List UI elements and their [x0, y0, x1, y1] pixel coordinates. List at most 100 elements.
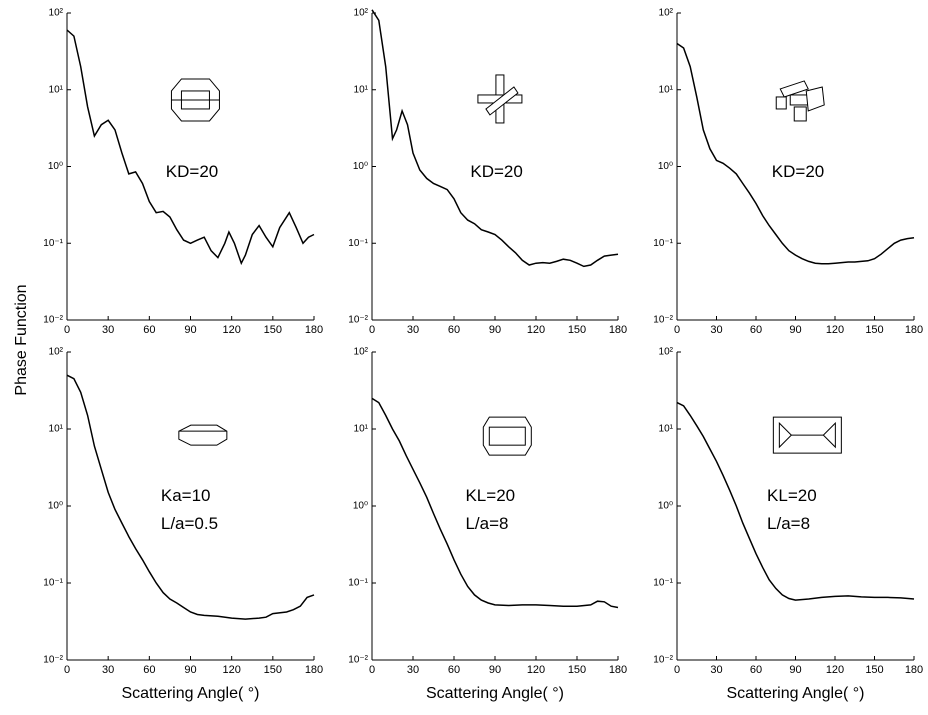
x-tick-label: 60: [448, 324, 460, 336]
icon-shape: [485, 86, 519, 116]
x-axis-label: Scattering Angle( °): [121, 685, 259, 702]
x-tick-label: 30: [710, 664, 722, 676]
y-tick-label: 10⁰: [48, 501, 63, 512]
x-tick-label: 150: [264, 664, 282, 676]
annotation: KD=20: [470, 162, 522, 181]
y-tick-label: 10⁻²: [348, 655, 368, 666]
annotation: L/a=8: [465, 514, 508, 533]
x-tick-label: 0: [674, 324, 680, 336]
x-tick-label: 30: [102, 324, 114, 336]
x-tick-label: 60: [750, 324, 762, 336]
icon-shape: [793, 106, 807, 122]
x-tick-label: 90: [489, 664, 501, 676]
y-tick-label: 10⁻²: [43, 315, 63, 326]
x-tick-label: 0: [64, 664, 70, 676]
y-tick-label: 10⁰: [353, 501, 368, 512]
crystal-icon: [482, 416, 532, 456]
x-tick-label: 120: [527, 664, 545, 676]
annotation: KL=20: [767, 486, 817, 505]
y-tick-label: 10¹: [659, 84, 674, 95]
x-tick-label: 180: [609, 324, 627, 336]
y-tick-label: 10¹: [354, 424, 369, 435]
y-tick-label: 10⁻¹: [348, 578, 368, 589]
y-tick-label: 10⁻²: [43, 655, 63, 666]
x-tick-label: 90: [489, 324, 501, 336]
y-tick-label: 10⁻²: [653, 315, 673, 326]
x-tick-label: 150: [568, 324, 586, 336]
y-tick-label: 10⁻²: [653, 655, 673, 666]
icon-shape: [778, 421, 793, 449]
y-tick-label: 10⁻¹: [348, 238, 368, 249]
icon-shape: [822, 421, 836, 449]
x-tick-label: 180: [609, 664, 627, 676]
x-tick-label: 60: [750, 664, 762, 676]
x-tick-label: 150: [865, 324, 883, 336]
x-tick-label: 60: [143, 324, 155, 336]
x-tick-label: 120: [527, 324, 545, 336]
x-tick-label: 180: [305, 664, 323, 676]
x-axis-label: Scattering Angle( °): [726, 685, 864, 702]
crystal-icon: [477, 74, 523, 124]
y-tick-label: 10²: [49, 347, 64, 358]
x-tick-label: 150: [264, 324, 282, 336]
x-tick-label: 90: [184, 664, 196, 676]
x-tick-label: 180: [905, 664, 923, 676]
y-tick-label: 10⁻¹: [653, 238, 673, 249]
data-line: [66, 29, 315, 266]
x-tick-label: 120: [222, 664, 240, 676]
x-tick-label: 30: [407, 664, 419, 676]
x-tick-label: 90: [789, 324, 801, 336]
y-tick-label: 10⁰: [48, 161, 63, 172]
x-tick-label: 30: [102, 664, 114, 676]
icon-shape: [775, 96, 787, 110]
y-tick-label: 10²: [49, 8, 64, 19]
x-tick-label: 120: [826, 664, 844, 676]
x-tick-label: 90: [789, 664, 801, 676]
annotation: KD=20: [166, 162, 218, 181]
x-tick-label: 30: [407, 324, 419, 336]
crystal-icon: [178, 424, 228, 446]
data-line: [371, 397, 619, 609]
x-tick-label: 150: [568, 664, 586, 676]
y-tick-label: 10²: [659, 8, 674, 19]
crystal-icon: [772, 416, 842, 454]
x-tick-label: 30: [710, 324, 722, 336]
y-tick-label: 10⁰: [658, 161, 673, 172]
y-tick-label: 10¹: [49, 84, 64, 95]
icon-shape: [805, 86, 825, 112]
data-line: [66, 374, 315, 620]
data-line: [371, 9, 619, 268]
x-tick-label: 0: [369, 664, 375, 676]
y-tick-label: 10²: [354, 347, 369, 358]
icon-shape: [779, 80, 809, 98]
x-axis-label: Scattering Angle( °): [426, 685, 564, 702]
x-tick-label: 150: [865, 664, 883, 676]
y-tick-label: 10⁻¹: [43, 578, 63, 589]
x-tick-label: 180: [305, 324, 323, 336]
annotation: L/a=8: [767, 514, 810, 533]
data-line: [676, 401, 915, 601]
x-tick-label: 120: [222, 324, 240, 336]
annotation: Ka=10: [161, 486, 211, 505]
y-tick-label: 10²: [659, 347, 674, 358]
x-tick-label: 120: [826, 324, 844, 336]
data-line: [676, 42, 915, 265]
y-tick-label: 10⁻¹: [43, 238, 63, 249]
y-axis-label: Phase Function: [13, 284, 30, 395]
annotation: KL=20: [465, 486, 515, 505]
y-tick-label: 10⁰: [353, 161, 368, 172]
x-tick-label: 0: [674, 664, 680, 676]
annotation: KD=20: [772, 162, 824, 181]
crystal-icon: [775, 80, 825, 122]
y-tick-label: 10¹: [354, 84, 369, 95]
x-tick-label: 0: [64, 324, 70, 336]
crystal-icon: [170, 78, 220, 122]
icon-shape: [178, 424, 228, 446]
y-tick-label: 10²: [354, 8, 369, 19]
x-tick-label: 60: [143, 664, 155, 676]
icon-shape: [488, 426, 526, 446]
y-tick-label: 10⁻²: [348, 315, 368, 326]
x-tick-label: 90: [184, 324, 196, 336]
